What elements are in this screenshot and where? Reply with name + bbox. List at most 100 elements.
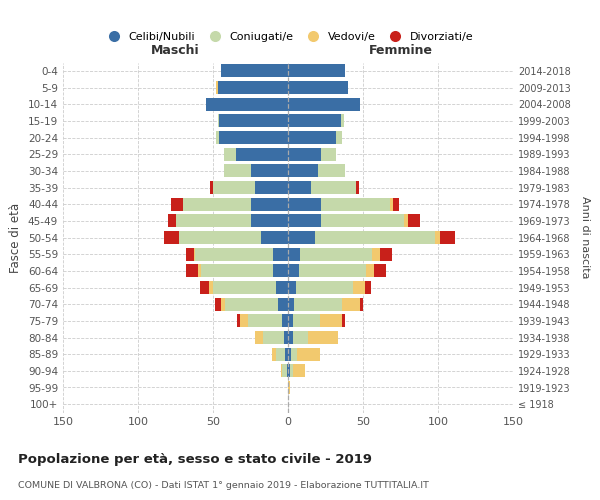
Bar [281, 364, 282, 378]
Bar [199, 281, 209, 294]
Bar [273, 248, 288, 260]
Text: Popolazione per età, sesso e stato civile - 2019: Popolazione per età, sesso e stato civil… [18, 452, 372, 466]
Bar [261, 231, 288, 244]
Bar [355, 181, 359, 194]
Bar [171, 198, 183, 210]
Bar [365, 281, 371, 294]
Bar [311, 181, 355, 194]
Bar [288, 264, 299, 278]
Bar [186, 264, 198, 278]
Bar [321, 198, 390, 210]
Bar [293, 314, 320, 328]
Bar [209, 281, 213, 294]
Bar [360, 298, 363, 310]
Bar [300, 248, 372, 260]
Bar [276, 348, 285, 360]
Bar [299, 264, 366, 278]
Text: COMUNE DI VALBRONA (CO) - Dati ISTAT 1° gennaio 2019 - Elaborazione TUTTITALIA.I: COMUNE DI VALBRONA (CO) - Dati ISTAT 1° … [18, 481, 429, 490]
Bar [263, 331, 284, 344]
Bar [276, 281, 288, 294]
Bar [179, 231, 261, 244]
Bar [390, 198, 393, 210]
Bar [248, 314, 282, 328]
Bar [271, 348, 276, 360]
Bar [251, 214, 288, 228]
Bar [393, 198, 399, 210]
Bar [288, 148, 321, 160]
Bar [235, 148, 288, 160]
Bar [240, 314, 248, 328]
Bar [321, 148, 336, 160]
Bar [288, 314, 293, 328]
Bar [216, 81, 218, 94]
Bar [372, 248, 380, 260]
Bar [201, 264, 273, 278]
Bar [221, 298, 225, 310]
Bar [297, 348, 320, 360]
Bar [198, 264, 201, 278]
Bar [288, 98, 360, 110]
Bar [439, 231, 455, 244]
Bar [353, 281, 365, 294]
Text: Femmine: Femmine [368, 44, 433, 57]
Bar [288, 364, 290, 378]
Bar [380, 248, 392, 260]
Bar [285, 348, 288, 360]
Bar [288, 214, 321, 228]
Bar [341, 114, 343, 128]
Bar [288, 281, 296, 294]
Bar [218, 81, 288, 94]
Bar [291, 348, 297, 360]
Bar [221, 64, 288, 78]
Bar [293, 364, 305, 378]
Bar [288, 164, 318, 177]
Bar [255, 181, 288, 194]
Bar [342, 314, 345, 328]
Bar [288, 348, 291, 360]
Legend: Celibi/Nubili, Coniugati/e, Vedovi/e, Divorziati/e: Celibi/Nubili, Coniugati/e, Vedovi/e, Di… [100, 30, 476, 44]
Bar [288, 81, 348, 94]
Bar [284, 331, 288, 344]
Bar [168, 214, 176, 228]
Bar [308, 331, 337, 344]
Y-axis label: Anni di nascita: Anni di nascita [580, 196, 590, 279]
Bar [193, 248, 195, 260]
Bar [373, 264, 386, 278]
Bar [288, 381, 290, 394]
Bar [251, 198, 288, 210]
Bar [336, 131, 342, 144]
Bar [404, 214, 408, 228]
Bar [288, 248, 300, 260]
Bar [288, 231, 315, 244]
Bar [288, 181, 311, 194]
Bar [218, 114, 219, 128]
Bar [293, 331, 308, 344]
Bar [251, 164, 288, 177]
Bar [163, 231, 179, 244]
Bar [342, 298, 360, 310]
Bar [321, 214, 404, 228]
Bar [282, 364, 287, 378]
Bar [296, 281, 353, 294]
Bar [435, 231, 439, 244]
Bar [225, 298, 277, 310]
Bar [294, 298, 342, 310]
Bar [366, 264, 373, 278]
Bar [255, 331, 263, 344]
Bar [318, 164, 345, 177]
Bar [288, 114, 341, 128]
Bar [183, 198, 251, 210]
Bar [288, 198, 321, 210]
Bar [223, 164, 251, 177]
Text: Maschi: Maschi [151, 44, 200, 57]
Bar [213, 281, 276, 294]
Bar [237, 314, 240, 328]
Bar [219, 114, 288, 128]
Y-axis label: Fasce di età: Fasce di età [10, 202, 22, 272]
Bar [287, 364, 288, 378]
Bar [408, 214, 420, 228]
Bar [277, 298, 288, 310]
Bar [195, 248, 273, 260]
Bar [315, 231, 435, 244]
Bar [288, 64, 345, 78]
